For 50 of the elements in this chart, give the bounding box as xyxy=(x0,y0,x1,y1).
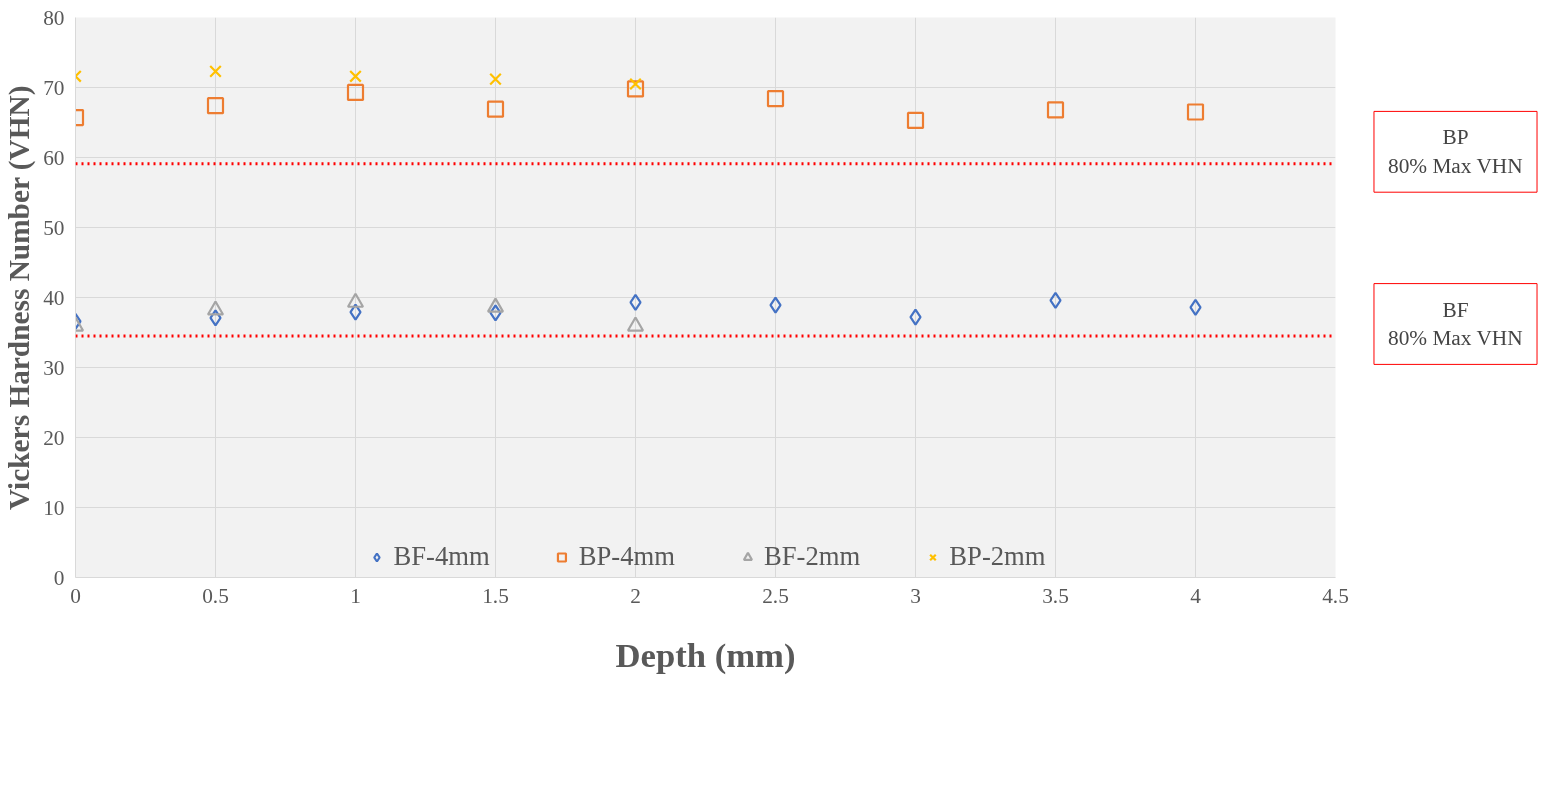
point xyxy=(349,303,362,321)
x-tick-label: 2 xyxy=(630,583,641,608)
point xyxy=(206,97,225,115)
point xyxy=(209,65,222,78)
x-tick-label: 2.5 xyxy=(762,583,789,608)
y-tick-label: 70 xyxy=(43,75,65,100)
point xyxy=(206,300,225,316)
point xyxy=(1189,298,1202,316)
x-tick-label: 4.5 xyxy=(1322,583,1349,608)
point xyxy=(626,316,645,332)
x-tick-label: 4 xyxy=(1190,583,1202,608)
point xyxy=(1046,101,1065,119)
y-tick-label: 0 xyxy=(53,565,65,590)
y-tick-label: 50 xyxy=(43,215,65,240)
legend-label: BP-2mm xyxy=(949,541,1046,572)
point xyxy=(906,111,925,129)
point xyxy=(209,309,222,327)
point xyxy=(489,72,502,86)
y-tick-label: 10 xyxy=(43,495,65,520)
x-tick-label: 3.5 xyxy=(1042,583,1069,608)
y-tick-label: 80 xyxy=(43,5,65,30)
x-axis-title: Depth (mm) xyxy=(615,635,796,675)
y-tick-label: 20 xyxy=(43,425,65,450)
x-tick-label: 3 xyxy=(910,583,921,608)
legend-label: BP-4mm xyxy=(578,541,675,572)
point xyxy=(346,292,365,308)
point xyxy=(346,83,365,101)
y-axis-title: Vickers Hardness Number (VHN) xyxy=(3,85,37,510)
point xyxy=(626,80,645,98)
point xyxy=(769,296,782,314)
x-tick-label: 0.5 xyxy=(202,583,229,608)
point xyxy=(766,90,785,108)
point xyxy=(1049,291,1062,309)
x-tick-label: 1.5 xyxy=(482,583,509,608)
point xyxy=(629,293,642,311)
legend-label: BF-2mm xyxy=(764,541,861,572)
y-tick-label: 40 xyxy=(43,285,65,310)
y-tick-label: 60 xyxy=(43,145,65,170)
point xyxy=(909,308,922,326)
point xyxy=(489,304,502,322)
ref-line-label: BP 80% Max VHN xyxy=(1387,125,1523,179)
ref-line-label: BF 80% Max VHN xyxy=(1387,297,1523,351)
x-tick-label: 1 xyxy=(350,583,361,608)
point xyxy=(486,297,505,313)
y-tick-label: 30 xyxy=(43,355,65,380)
point xyxy=(486,100,505,118)
point xyxy=(1186,103,1205,121)
point xyxy=(349,69,362,83)
legend-label: BF-4mm xyxy=(393,541,490,572)
x-tick-label: 0 xyxy=(70,583,81,608)
